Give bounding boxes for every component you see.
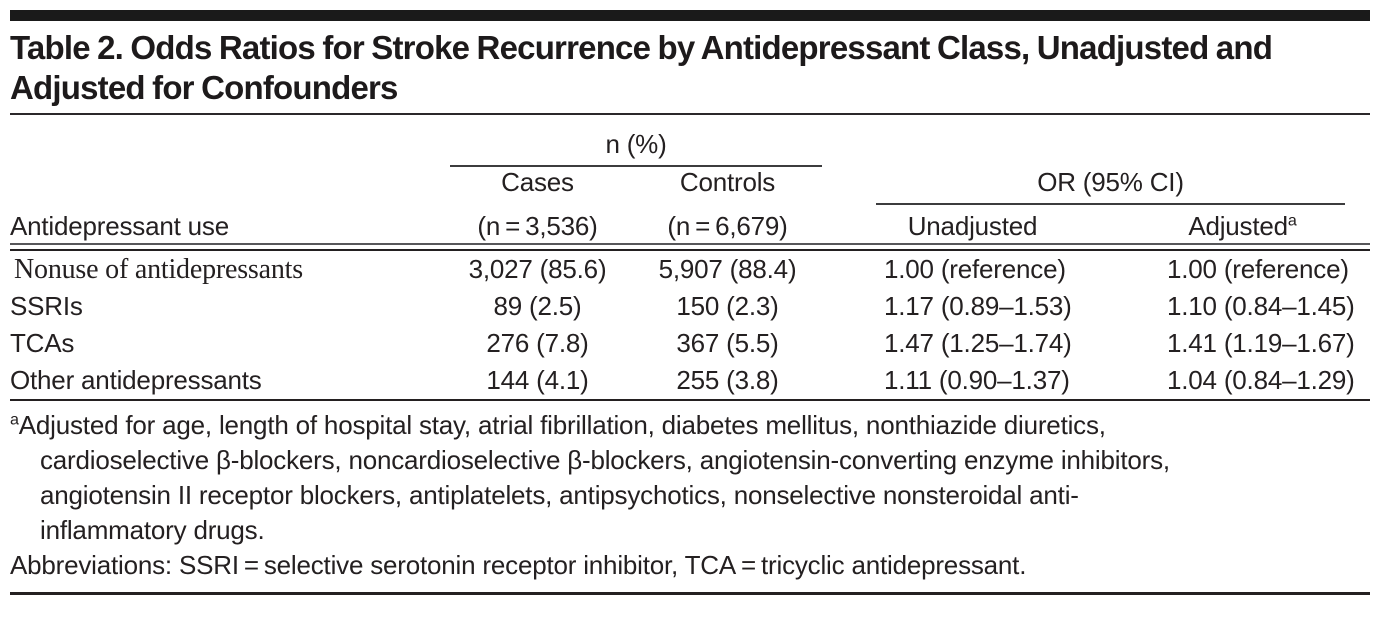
footnote-line: aAdjusted for age, length of hospital st… [10, 408, 1370, 443]
footnote-line: inflammatory drugs. [40, 515, 265, 545]
col-group-or-ci: OR (95% CI) [1037, 167, 1184, 197]
cell-unadjusted-or: 1.47 (1.25–1.74) [884, 328, 1072, 358]
cell-adjusted-or: 1.41 (1.19–1.67) [1167, 328, 1355, 358]
row-label: SSRIs [10, 291, 83, 321]
cell-controls: 255 (3.8) [676, 365, 779, 395]
row-label: Nonuse of antidepressants [14, 254, 303, 285]
cell-cases: 3,027 (85.6) [468, 254, 607, 284]
adjusted-footnote-marker: a [1287, 211, 1297, 230]
row-label: Other antidepressants [10, 365, 262, 395]
cell-controls: 5,907 (88.4) [658, 254, 797, 284]
cell-cases: 89 (2.5) [493, 291, 582, 321]
cell-unadjusted-or: 1.17 (0.89–1.53) [884, 291, 1072, 321]
col-group-n-pct: n (%) [605, 129, 667, 159]
col-header-adjusted: Adjusteda [1115, 211, 1370, 243]
decorative-top-bar [10, 10, 1370, 21]
n-pct-underline [450, 161, 822, 167]
cell-adjusted-or: 1.04 (0.84–1.29) [1167, 365, 1355, 395]
table-title: Table 2. Odds Ratios for Stroke Recurren… [10, 29, 1273, 106]
col-header-controls-n: (n = 6,679) [667, 211, 788, 241]
footnote-text: Adjusted for age, length of hospital sta… [18, 410, 1106, 440]
cell-controls: 150 (2.3) [676, 291, 779, 321]
cell-cases: 144 (4.1) [486, 365, 589, 395]
cell-adjusted-or: 1.10 (0.84–1.45) [1167, 291, 1355, 321]
cell-adjusted-or: 1.00 (reference) [1167, 254, 1349, 284]
footnote-line: angiotensin II receptor blockers, antipl… [40, 480, 1079, 510]
header-body-divider [10, 243, 1370, 251]
col-header-cases: Cases [501, 167, 574, 197]
col-header-unadjusted: Unadjusted [907, 211, 1038, 241]
bottom-divider [10, 592, 1370, 595]
table-footnote-divider [10, 399, 1370, 401]
col-header-controls: Controls [679, 167, 776, 197]
footnote-marker: a [10, 410, 19, 429]
table-footnote: aAdjusted for age, length of hospital st… [10, 408, 1370, 583]
adjusted-label: Adjusted [1188, 211, 1288, 241]
cell-cases: 276 (7.8) [486, 328, 589, 358]
cell-unadjusted-or: 1.11 (0.90–1.37) [884, 365, 1070, 395]
odds-ratio-table: Antidepressant use n (%) Cases Controls … [10, 125, 1370, 399]
title-divider [10, 113, 1370, 115]
cell-controls: 367 (5.5) [676, 328, 779, 358]
row-stub-header: Antidepressant use [10, 211, 229, 241]
col-header-cases-n: (n = 3,536) [477, 211, 598, 241]
abbreviations-line: Abbreviations: SSRI = selective serotoni… [10, 550, 1027, 580]
row-label: TCAs [10, 328, 75, 358]
or-ci-underline [876, 199, 1345, 205]
cell-unadjusted-or: 1.00 (reference) [884, 254, 1066, 284]
footnote-line: cardioselective β-blockers, noncardiosel… [40, 445, 1170, 475]
